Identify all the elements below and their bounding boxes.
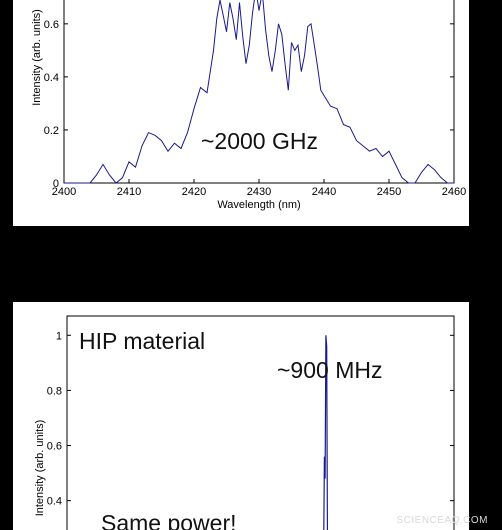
x-axis-title: Wavelength (nm) [217, 199, 300, 211]
plot-frame [63, 0, 455, 184]
y-tick-label: 0.8 [47, 385, 62, 397]
x-tick-label: 2430 [247, 186, 271, 198]
x-tick-label: 2440 [312, 186, 336, 198]
bandwidth-annotation: ~2000 GHz [201, 128, 318, 154]
y-tick-label: 0 [53, 178, 59, 190]
x-tick-label: 2410 [117, 186, 141, 198]
x-tick-label: 2450 [377, 186, 401, 198]
watermark: SCIENCEAQ.COM [396, 515, 488, 526]
y-axis-title: Intensity (arb. units) [31, 9, 43, 106]
plot-frame [66, 315, 455, 530]
top-chart: 2400 2410 2420 2430 2440 2450 2460 0 0.2 0.4 0.6 Wa… [31, 0, 466, 211]
bottom-chart: 0.4 0.6 0.8 1 Intensity (arb. units) HIP mate… [34, 315, 455, 530]
bandwidth-annotation: ~900 MHz [277, 357, 382, 383]
x-tick-label: 2460 [442, 186, 466, 198]
power-annotation: Same power! [101, 510, 237, 530]
y-tick-label: 1 [56, 330, 62, 342]
y-tick-label: 0.6 [44, 19, 59, 31]
x-tick-label: 2420 [182, 186, 206, 198]
y-tick-label: 0.2 [44, 125, 59, 137]
top-chart-panel: 2400 2410 2420 2430 2440 2450 2460 0 0.2 0.4 0.6 Wa… [13, 0, 469, 226]
bottom-chart-panel: 0.4 0.6 0.8 1 Intensity (arb. units) HIP mate… [13, 302, 469, 530]
spectrum-line [323, 335, 329, 530]
y-tick-label: 0.4 [47, 496, 62, 508]
y-tick-label: 0.6 [47, 441, 62, 453]
chart-title: HIP material [79, 328, 205, 354]
y-tick-label: 0.4 [44, 72, 59, 84]
x-tick-label: 2400 [52, 186, 76, 198]
y-axis-title: Intensity (arb. units) [34, 420, 46, 517]
transition-arrow-stem [237, 226, 265, 296]
spectrum-line [64, 0, 454, 184]
